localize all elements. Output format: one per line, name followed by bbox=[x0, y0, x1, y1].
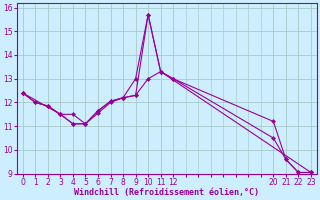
X-axis label: Windchill (Refroidissement éolien,°C): Windchill (Refroidissement éolien,°C) bbox=[74, 188, 260, 197]
